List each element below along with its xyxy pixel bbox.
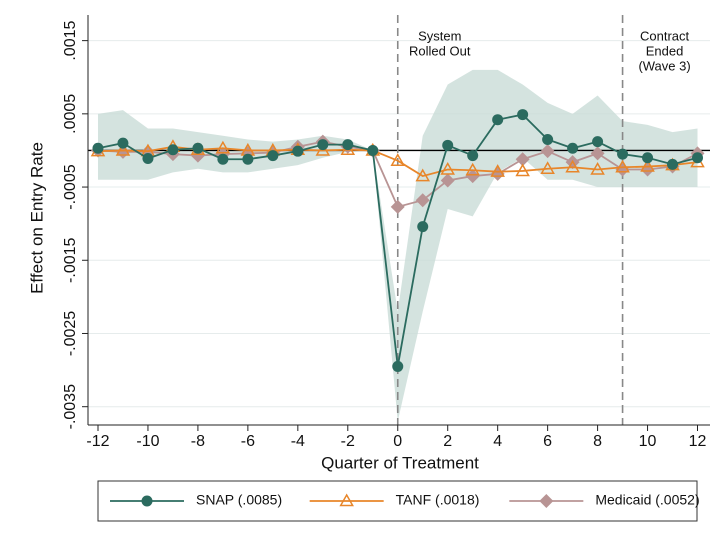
marker <box>417 221 429 233</box>
marker <box>465 162 480 176</box>
x-tick-label: 6 <box>543 433 552 450</box>
marker <box>492 114 504 126</box>
marker <box>92 142 104 154</box>
legend-marker <box>141 495 153 507</box>
marker <box>517 109 529 121</box>
marker <box>142 153 154 164</box>
x-tick-label: -4 <box>291 433 305 450</box>
x-tick-label: -6 <box>241 433 255 450</box>
marker <box>215 140 231 154</box>
marker <box>390 199 405 214</box>
marker <box>442 139 454 151</box>
marker <box>192 142 204 154</box>
x-tick-label: 8 <box>593 433 602 450</box>
x-tick-label: -10 <box>136 433 159 450</box>
x-tick-label: 4 <box>493 433 502 450</box>
marker <box>267 150 279 162</box>
annotation: Contract <box>640 28 690 43</box>
marker <box>342 139 354 151</box>
marker <box>642 152 654 164</box>
marker <box>367 144 379 156</box>
annotation: Ended <box>646 43 684 58</box>
marker <box>692 152 704 164</box>
x-tick-label: 12 <box>689 433 707 450</box>
legend-marker <box>339 493 354 507</box>
marker <box>440 173 455 188</box>
x-axis-label: Quarter of Treatment <box>321 453 479 472</box>
marker <box>640 159 655 172</box>
marker <box>590 161 605 175</box>
marker <box>540 161 555 174</box>
y-axis-label: Effect on Entry Rate <box>27 142 46 294</box>
y-tick-label: -.0005 <box>62 164 79 209</box>
marker <box>415 168 431 182</box>
marker <box>615 159 630 173</box>
marker <box>242 153 254 165</box>
marker <box>317 139 329 151</box>
x-tick-label: -2 <box>341 433 355 450</box>
legend-label: TANF (.0018) <box>396 492 480 508</box>
x-tick-label: 2 <box>443 433 452 450</box>
legend-label: SNAP (.0085) <box>196 492 282 508</box>
x-tick-label: 0 <box>393 433 402 450</box>
legend-label: Medicaid (.0052) <box>595 492 699 508</box>
annotation: (Wave 3) <box>638 58 690 73</box>
marker <box>490 164 505 177</box>
marker <box>540 144 555 159</box>
x-tick-label: 10 <box>639 433 657 450</box>
marker <box>392 360 404 372</box>
y-tick-label: -.0015 <box>62 237 79 282</box>
marker <box>515 152 530 167</box>
legend-box <box>97 480 698 522</box>
annotation: Rolled Out <box>409 43 471 58</box>
y-tick-label: .0005 <box>62 94 79 134</box>
marker <box>217 153 229 165</box>
y-tick-label: .0015 <box>62 21 79 61</box>
marker <box>515 163 530 177</box>
marker <box>592 136 604 148</box>
marker <box>292 145 304 157</box>
marker <box>667 158 679 170</box>
marker <box>390 153 406 166</box>
marker <box>565 159 580 173</box>
annotation: System <box>418 28 461 43</box>
y-tick-label: -.0035 <box>62 384 79 429</box>
marker <box>440 161 456 175</box>
x-tick-label: -8 <box>191 433 205 450</box>
marker <box>567 142 579 154</box>
y-tick-label: -.0025 <box>62 311 79 356</box>
marker <box>590 146 605 161</box>
marker <box>117 137 129 149</box>
marker <box>542 133 554 145</box>
x-tick-label: -12 <box>86 433 109 450</box>
marker <box>415 193 430 208</box>
marker <box>115 142 131 156</box>
legend-marker <box>539 494 554 508</box>
marker <box>167 144 179 156</box>
marker <box>467 150 479 162</box>
marker <box>315 142 331 156</box>
marker <box>617 148 629 160</box>
marker <box>465 169 480 184</box>
